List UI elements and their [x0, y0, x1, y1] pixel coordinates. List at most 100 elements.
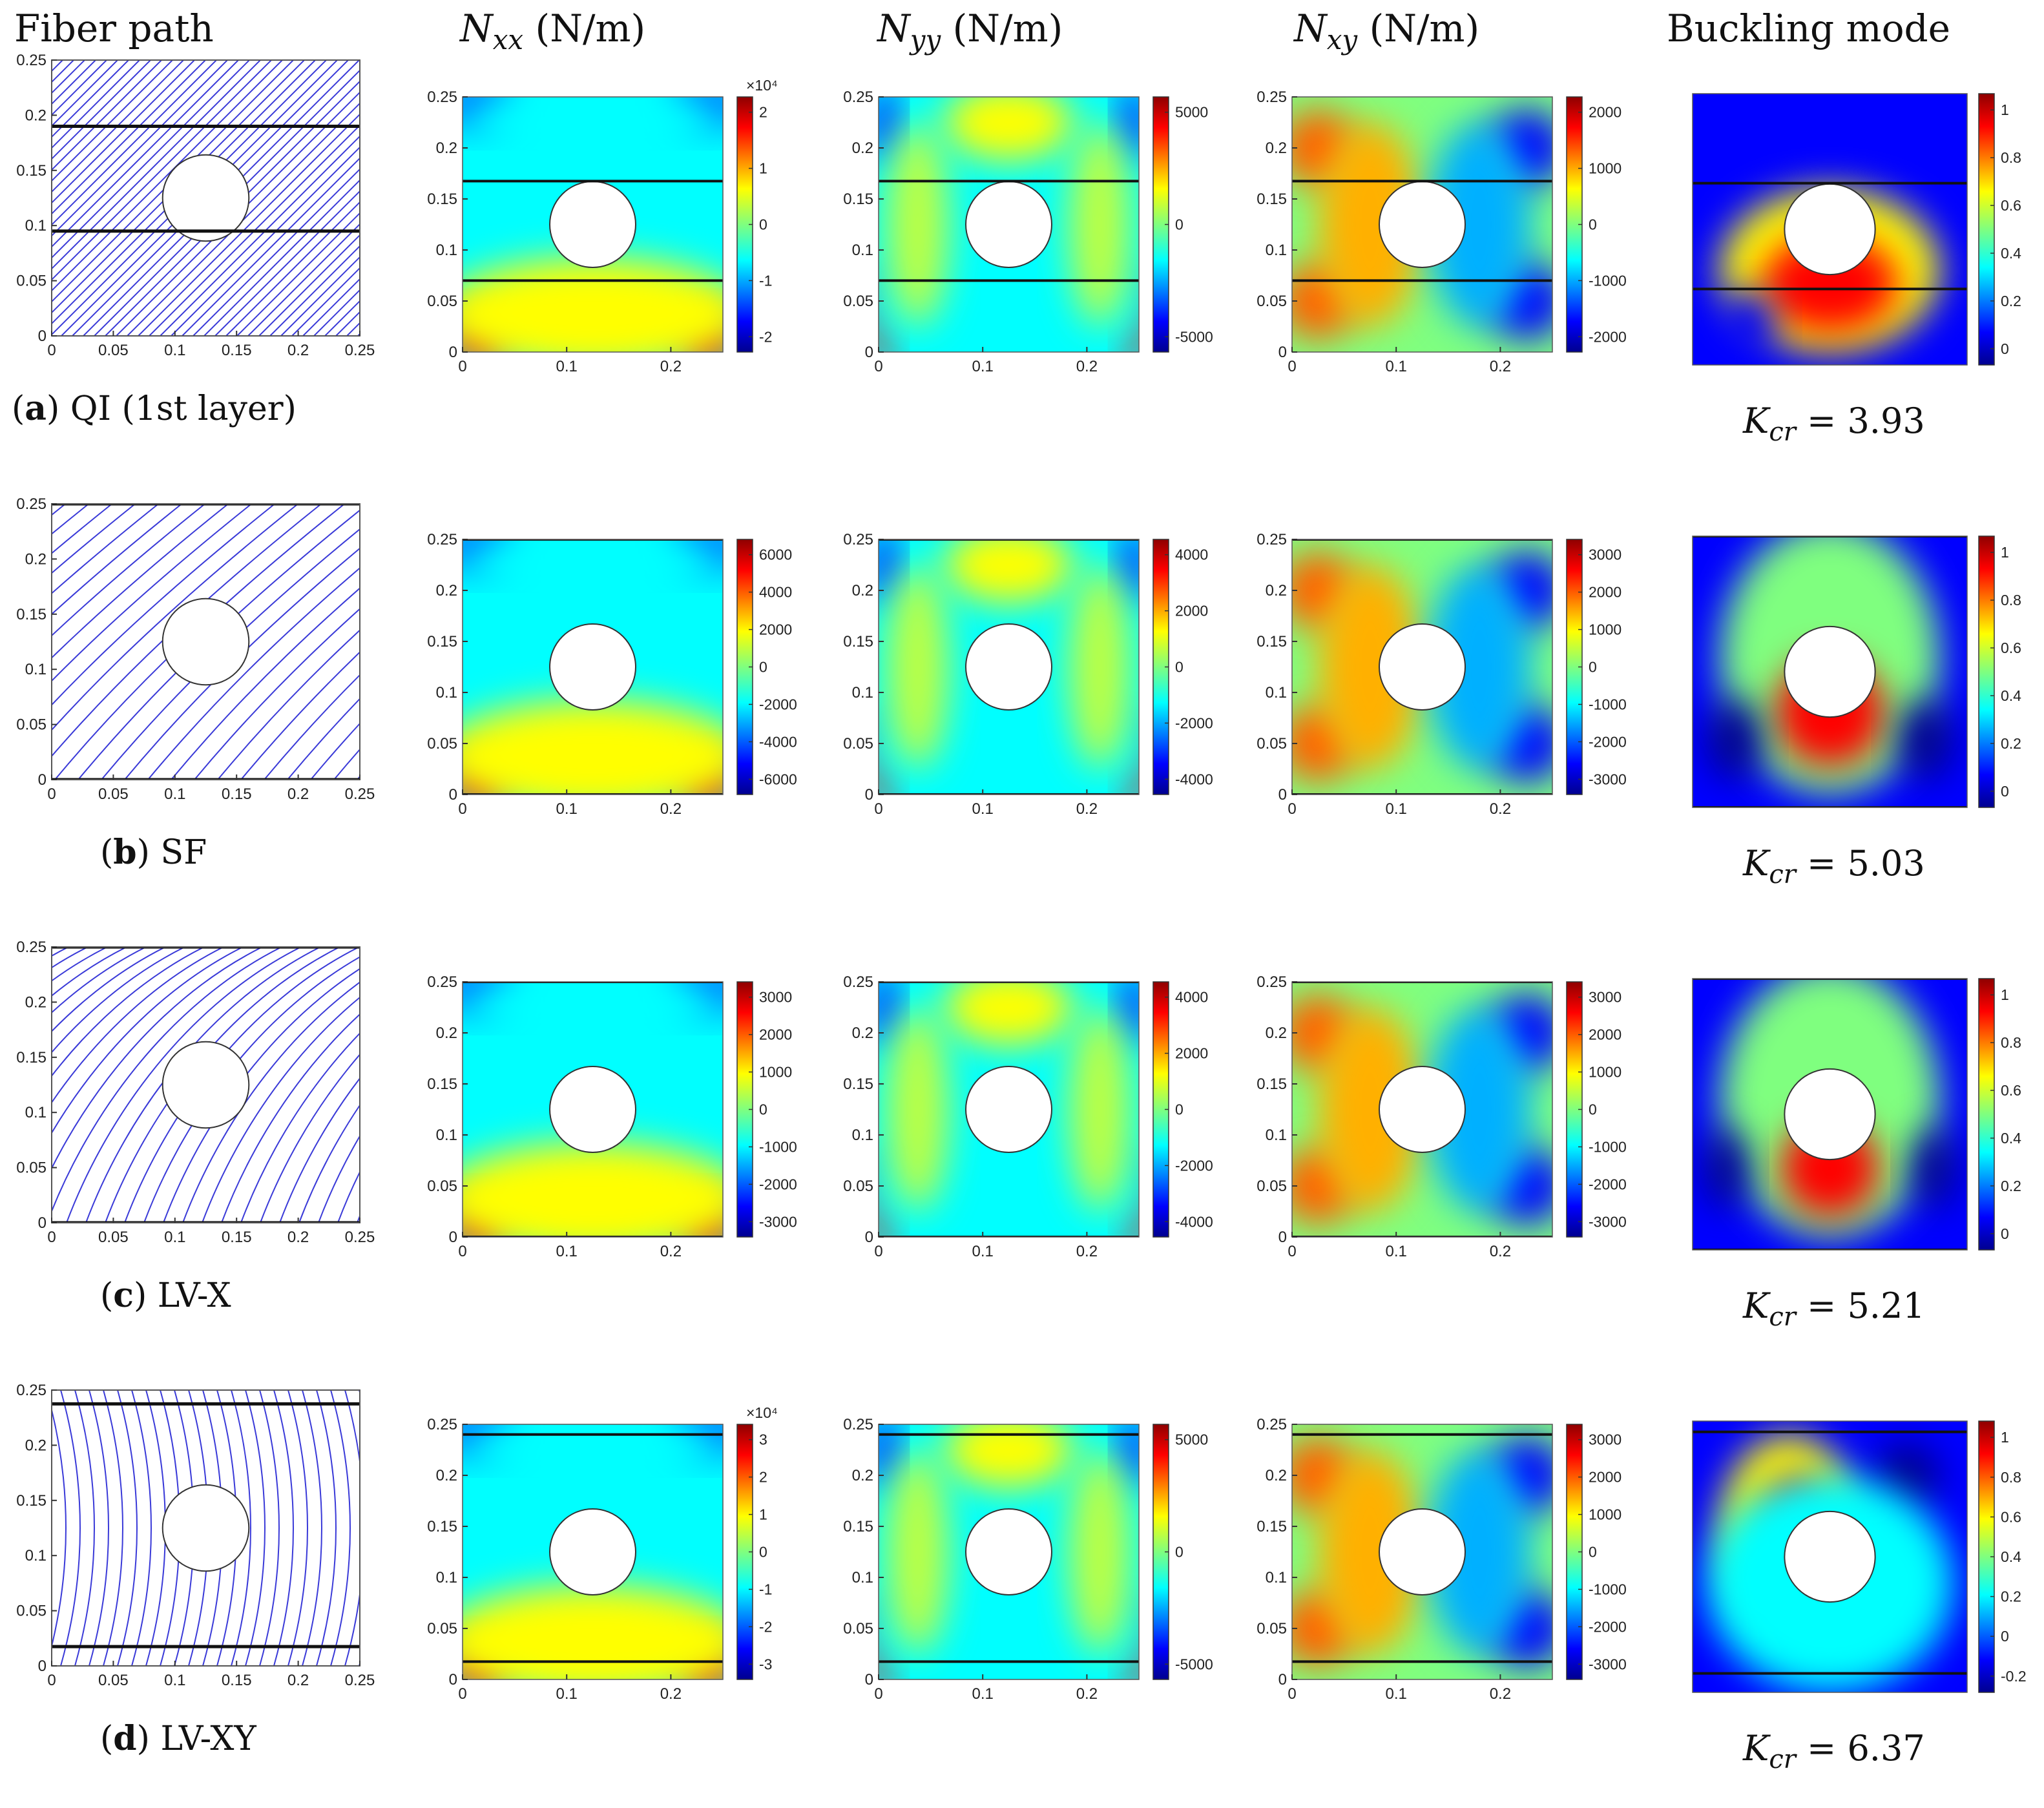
nxx-3-colorbar-exponent: ×10⁴ — [746, 1404, 778, 1421]
nxx-2-colorbar-label: 1000 — [759, 1064, 792, 1081]
nyy-1-colorbar-label: -2000 — [1175, 714, 1213, 731]
nxy-3-xtick-label: 0.1 — [1386, 1685, 1407, 1703]
field-blob — [1120, 97, 1139, 161]
field-blob — [463, 1142, 723, 1237]
nxx-1-xtick-label: 0.2 — [660, 800, 682, 818]
row-label-0: (a) QI (1st layer) — [12, 389, 297, 428]
nyy-2-ytick-label: 0.1 — [852, 1127, 873, 1144]
nxy-2-ytick-label: 0.1 — [1266, 1127, 1287, 1144]
mode-0-colorbar-label: 0.4 — [2001, 245, 2021, 262]
field-nxy-3 — [1292, 1424, 1552, 1679]
nyy-3-ytick-label: 0 — [865, 1671, 873, 1689]
kcr-label-3: Kcr = 6.37 — [1742, 1728, 1925, 1774]
header-nxx: Nxx (N/m) — [459, 6, 645, 56]
fiber-3-xtick-label: 0.15 — [222, 1672, 252, 1689]
field-nxx-3 — [463, 1424, 723, 1679]
field-blobs — [463, 982, 723, 1237]
nxx-2-colorbar-label: -3000 — [759, 1213, 797, 1230]
nxx-3-colorbar-label: -1 — [759, 1581, 772, 1597]
nyy-1-ytick-label: 0.1 — [852, 684, 873, 701]
nxy-0-colorbar — [1566, 96, 1583, 353]
nxx-2-colorbar-label: -1000 — [759, 1138, 797, 1155]
field-blob — [1427, 565, 1532, 769]
field-nxy-2-frame — [1291, 981, 1553, 1238]
row-label-letter: a — [25, 389, 47, 428]
row-label-letter: d — [113, 1719, 136, 1758]
nyy-3-ytick-label: 0.1 — [852, 1569, 873, 1586]
nxy-0-xtick-label: 0.2 — [1490, 358, 1511, 375]
nyy-1-ytick-label: 0.05 — [843, 735, 873, 753]
nxy-0-colorbar-label: 0 — [1589, 216, 1597, 233]
row-label-2: (c) LV-X — [100, 1276, 231, 1315]
fiber-2-xtick-label: 0.15 — [222, 1229, 252, 1246]
row-label-close: ) — [137, 1720, 150, 1758]
nxy-0-ytick-label: 0.1 — [1266, 242, 1287, 259]
nxy-3-ytick-label: 0.1 — [1266, 1569, 1287, 1586]
hole — [1379, 1066, 1466, 1153]
hole — [1379, 1508, 1466, 1595]
nxx-3-xtick-label: 0.2 — [660, 1685, 682, 1703]
field-blob — [1427, 1450, 1532, 1654]
nxx-1-ytick-label: 0.05 — [427, 735, 457, 753]
nxx-0-ytick-label: 0.25 — [427, 88, 457, 106]
nxx-1-colorbar-label: -4000 — [759, 733, 797, 750]
fiber-1-xtick-label: 0.2 — [287, 785, 309, 803]
mode-3-colorbar-label: 1 — [2001, 1429, 2009, 1446]
field-blob — [1069, 1007, 1131, 1212]
nyy-1-ytick-label: 0 — [865, 786, 873, 804]
nxx-2-ytick-label: 0.2 — [436, 1024, 457, 1042]
field-blob — [1120, 539, 1139, 603]
fiber-2-ytick-label: 0.2 — [25, 993, 47, 1011]
kcr-label-0: Kcr = 3.93 — [1742, 400, 1925, 447]
fiber-0-xtick-label: 0.2 — [287, 342, 309, 359]
field-nyy-0 — [879, 97, 1139, 352]
nxy-0-xtick-label: 0.1 — [1386, 358, 1407, 375]
field-blob — [879, 1424, 897, 1488]
row-label-text: SF — [150, 833, 207, 872]
nxx-2-colorbar-label: 3000 — [759, 989, 792, 1006]
field-nyy-1-frame — [878, 539, 1140, 795]
kcr-subscript: cr — [1769, 1302, 1797, 1332]
nyy-2-ytick-label: 0 — [865, 1229, 873, 1246]
kcr-value: = 5.03 — [1796, 843, 1925, 884]
nyy-0-xtick-label: 0.2 — [1076, 358, 1098, 375]
nyy-0-xtick-label: 0.1 — [972, 358, 994, 375]
mode-1-colorbar — [1978, 535, 1995, 808]
mode-1-colorbar-label: 1 — [2001, 544, 2009, 561]
nxx-0-colorbar-label: 2 — [759, 104, 767, 121]
nxx-0-ytick-label: 0.1 — [436, 242, 457, 259]
nxy-0-ytick-label: 0.05 — [1257, 293, 1287, 310]
field-nxy-2 — [1292, 982, 1552, 1237]
fiber-3-ytick-label: 0 — [38, 1657, 47, 1675]
nxx-1-ytick-label: 0.1 — [436, 684, 457, 701]
header-fiber-path: Fiber path — [14, 6, 214, 50]
mode-3 — [1693, 1421, 1967, 1692]
field-blobs — [1292, 1437, 1552, 1667]
fiber-1-ytick-label: 0.05 — [16, 716, 47, 734]
nxx-1-ytick-label: 0.25 — [427, 531, 457, 548]
mode-0-colorbar-label: 0.2 — [2001, 293, 2021, 309]
fiber-0-xtick-label: 0 — [47, 342, 56, 359]
nxy-3-ytick-label: 0 — [1278, 1671, 1287, 1689]
nxx-3-colorbar-label: 3 — [759, 1431, 767, 1448]
field-nxx-0 — [463, 97, 723, 352]
nxy-3-colorbar-label: 0 — [1589, 1544, 1597, 1561]
nxy-0-ytick-label: 0.15 — [1257, 191, 1287, 208]
field-blob — [879, 97, 897, 161]
row-label-text: QI (1st layer) — [59, 390, 297, 428]
mode-1-colorbar-label: 0.2 — [2001, 735, 2021, 752]
nyy-1-ytick-label: 0.15 — [843, 633, 873, 650]
nyy-0-colorbar-label: 5000 — [1175, 104, 1208, 121]
hole — [549, 181, 636, 268]
nxy-2-ytick-label: 0.05 — [1257, 1178, 1287, 1195]
nyy-0-ytick-label: 0 — [865, 344, 873, 361]
kcr-symbol: K — [1742, 1728, 1771, 1769]
fiber-panel-frame — [51, 946, 360, 1223]
nyy-1-xtick-label: 0.1 — [972, 800, 994, 818]
nxy-2-xtick-label: 0.1 — [1386, 1243, 1407, 1260]
fiber-panel-frame — [51, 503, 360, 780]
fiber-0-ytick-label: 0.2 — [25, 107, 47, 124]
mode-2-colorbar-label: 0 — [2001, 1225, 2009, 1242]
fiber-2-xtick-label: 0.25 — [345, 1229, 375, 1246]
field-blob — [1318, 1450, 1423, 1654]
